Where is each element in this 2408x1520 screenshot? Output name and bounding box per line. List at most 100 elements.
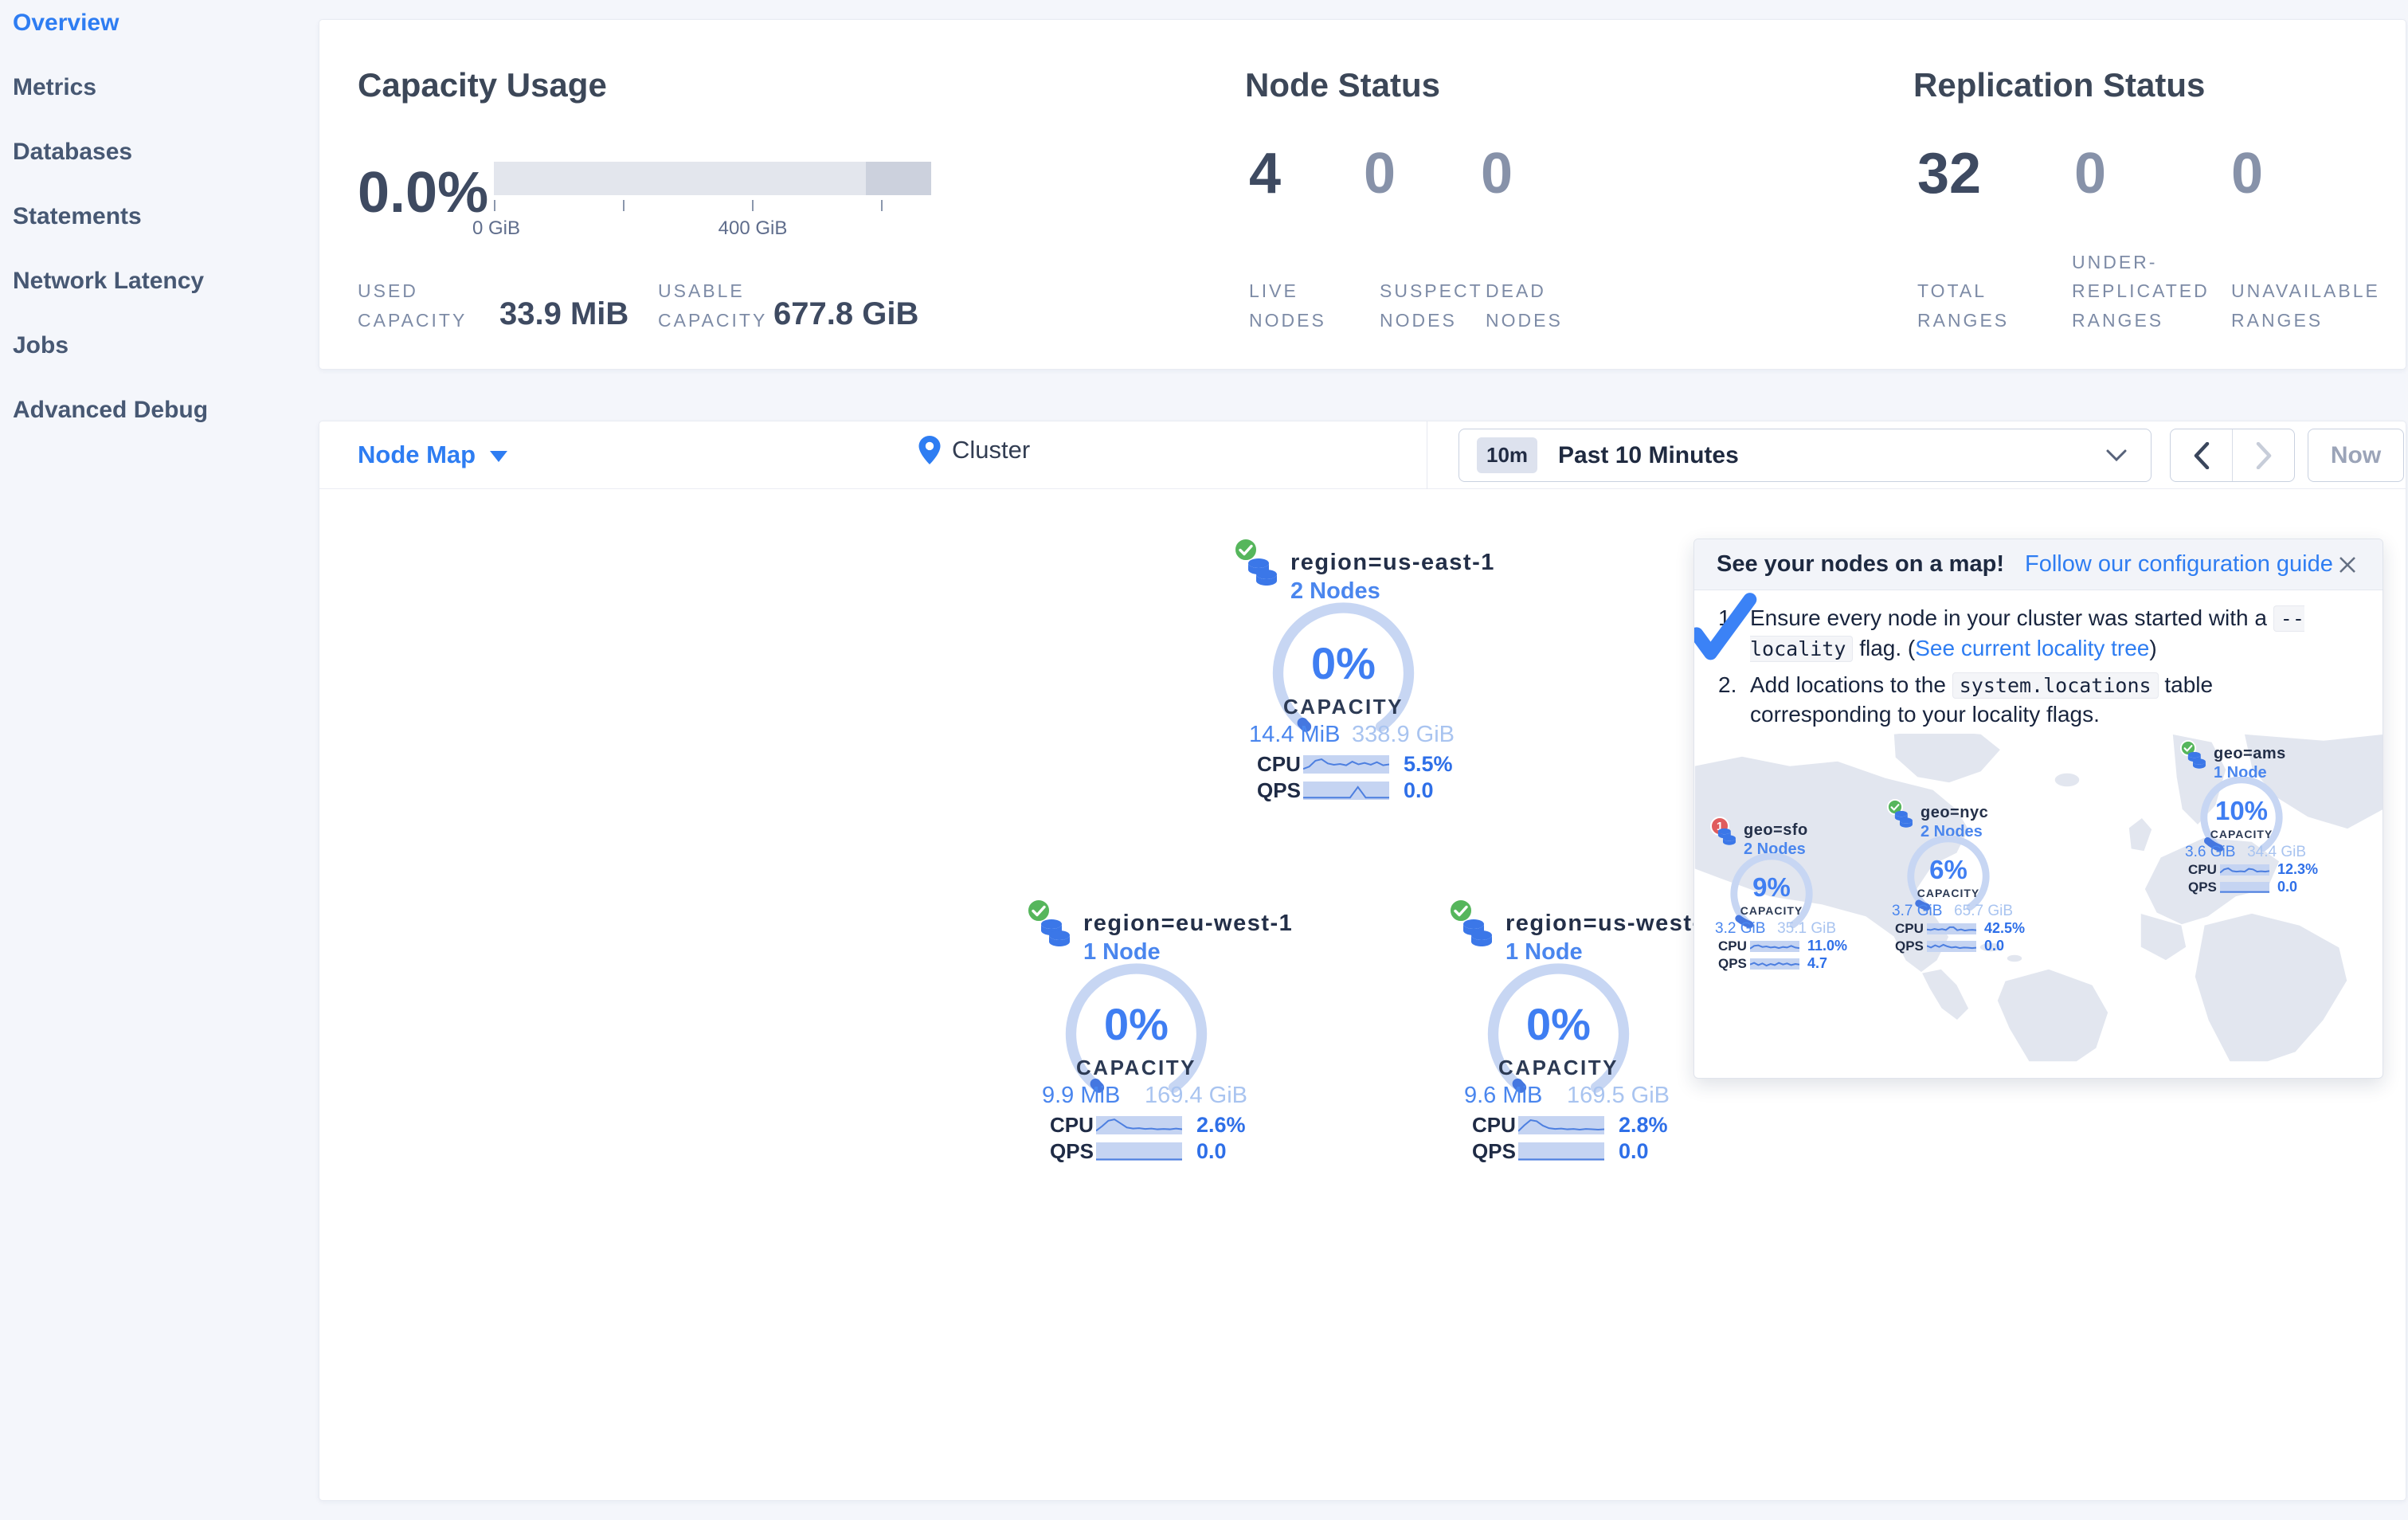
capacity-caption: CAPACITY	[1498, 1056, 1619, 1079]
region-title: geo=nyc	[1921, 804, 1989, 821]
qps-sparkline	[1518, 1142, 1604, 1161]
now-button[interactable]: Now	[2308, 429, 2404, 482]
qps-value: 0.0	[2277, 879, 2298, 895]
capacity-usage-percent: 0.0%	[358, 161, 489, 225]
cpu-label: CPU	[2188, 861, 2217, 877]
cpu-label: CPU	[1895, 920, 1924, 936]
region-nodes-link[interactable]: 1 Node	[2214, 764, 2267, 782]
unavailable-ranges-count: 0	[2231, 142, 2264, 206]
database-nodes-icon	[2187, 750, 2208, 776]
capacity-caption: CAPACITY	[1917, 887, 1980, 899]
database-nodes-icon	[1039, 917, 1074, 956]
region-title: region=us-east-1	[1290, 550, 1495, 575]
locality-tree-link[interactable]: See current locality tree	[1915, 635, 2150, 660]
configuration-guide-link[interactable]: Follow our configuration guide	[2024, 551, 2333, 577]
database-nodes-icon	[1893, 809, 1915, 835]
region-title: geo=ams	[2214, 745, 2286, 762]
healthy-check-icon	[1026, 898, 1051, 927]
capacity-usage-title: Capacity Usage	[358, 66, 607, 104]
cpu-value: 2.6%	[1196, 1113, 1246, 1137]
database-nodes-icon	[1461, 917, 1496, 956]
node-status-title: Node Status	[1245, 66, 1441, 104]
config-step-2: 2. Add locations to the system.locations…	[1718, 670, 2360, 731]
usable-capacity-value: 677.8 GiB	[773, 296, 919, 331]
live-nodes-count: 4	[1249, 142, 1282, 206]
region-nodes-link[interactable]: 1 Node	[1505, 939, 1583, 965]
sidebar-item-advanced-debug[interactable]: Advanced Debug	[13, 397, 209, 423]
breadcrumb[interactable]: Cluster	[918, 436, 1030, 464]
capacity-caption: CAPACITY	[1283, 695, 1404, 719]
cpu-label: CPU	[1718, 938, 1747, 954]
capacity-percent: 0%	[1526, 999, 1591, 1049]
region-nodes-link[interactable]: 2 Nodes	[1921, 823, 1983, 840]
cpu-sparkline	[1096, 1116, 1182, 1134]
total-capacity: 35.1 GiB	[1777, 920, 1836, 937]
qps-value: 0.0	[1984, 938, 2005, 954]
axis-tick-label: 0 GiB	[472, 217, 521, 239]
total-ranges-label: TOTAL RANGES	[1917, 280, 2010, 331]
cpu-label: CPU	[1050, 1113, 1094, 1137]
next-time-button[interactable]	[2233, 429, 2294, 481]
sidebar-item-overview[interactable]: Overview	[13, 10, 119, 36]
total-capacity: 34.4 GiB	[2247, 844, 2306, 860]
step-text: Add locations to the system.locations ta…	[1750, 672, 2214, 727]
code-chip: system.locations	[1952, 672, 2159, 699]
pager-divider	[2232, 429, 2233, 481]
used-capacity: 9.6 MiB	[1464, 1083, 1543, 1108]
chevron-right-icon	[2256, 441, 2271, 469]
chevron-down-icon	[2106, 449, 2127, 462]
capacity-usage-bar	[494, 162, 931, 195]
time-range-dropdown[interactable]: 10m Past 10 Minutes	[1459, 429, 2152, 482]
qps-value: 4.7	[1807, 955, 1828, 971]
capacity-gauge: 0% CAPACITY	[1262, 602, 1425, 744]
capacity-gauge: 0% CAPACITY	[1055, 963, 1218, 1105]
qps-value: 0.0	[1619, 1139, 1649, 1163]
chevron-left-icon	[2194, 441, 2209, 469]
capacity-percent: 10%	[2214, 796, 2269, 825]
step-text: Ensure every node in your cluster was st…	[1750, 605, 2304, 662]
total-capacity: 65.7 GiB	[1954, 903, 2013, 919]
region-nodes-link[interactable]: 2 Nodes	[1744, 840, 1806, 858]
cpu-value: 12.3%	[2277, 861, 2319, 877]
time-range-pager	[2170, 429, 2295, 482]
qps-label: QPS	[1718, 955, 1747, 971]
sidebar-item-metrics[interactable]: Metrics	[13, 74, 97, 100]
sidebar-item-databases[interactable]: Databases	[13, 139, 133, 165]
healthy-check-icon	[1887, 799, 1903, 819]
cpu-label: CPU	[1257, 752, 1301, 776]
qps-sparkline	[1927, 940, 1976, 952]
prev-time-button[interactable]	[2171, 429, 2232, 481]
sidebar-item-jobs[interactable]: Jobs	[13, 332, 69, 358]
view-selector-dropdown[interactable]: Node Map	[358, 441, 508, 469]
capacity-percent: 9%	[1752, 872, 1791, 902]
region-title: region=us-west-1	[1505, 911, 1716, 936]
sidebar-item-network-latency[interactable]: Network Latency	[13, 268, 205, 294]
tooltip-steps: 1. Ensure every node in your cluster was…	[1718, 603, 2360, 736]
used-capacity: 3.7 GiB	[1892, 903, 1943, 919]
cpu-value: 11.0%	[1807, 938, 1848, 954]
close-icon[interactable]	[2335, 552, 2360, 578]
step-done-check-icon	[1694, 587, 1757, 671]
region-title: region=eu-west-1	[1083, 911, 1294, 936]
qps-sparkline	[1096, 1142, 1182, 1161]
capacity-percent: 0%	[1104, 999, 1169, 1049]
location-pin-icon	[918, 436, 941, 464]
cpu-sparkline	[1518, 1116, 1604, 1134]
qps-label: QPS	[1257, 778, 1301, 802]
breadcrumb-label: Cluster	[952, 436, 1031, 464]
healthy-check-icon	[2180, 740, 2196, 760]
under-replicated-ranges-count: 0	[2074, 142, 2107, 206]
used-capacity: 3.2 GiB	[1715, 920, 1766, 937]
capacity-gauge: 6% CAPACITY	[1901, 836, 1995, 917]
node-map-toolbar: Node Map Cluster 10m Past 10 Minutes	[319, 421, 2406, 489]
world-map-image	[1694, 734, 2383, 1062]
qps-sparkline	[1750, 958, 1799, 970]
database-nodes-icon	[1246, 556, 1281, 595]
suspect-nodes-count: 0	[1364, 142, 1396, 206]
time-range-badge: 10m	[1477, 437, 1538, 473]
axis-tick	[881, 200, 883, 211]
sidebar-item-statements[interactable]: Statements	[13, 203, 142, 229]
region-nodes-link[interactable]: 1 Node	[1083, 939, 1161, 965]
region-nodes-link[interactable]: 2 Nodes	[1290, 578, 1380, 604]
